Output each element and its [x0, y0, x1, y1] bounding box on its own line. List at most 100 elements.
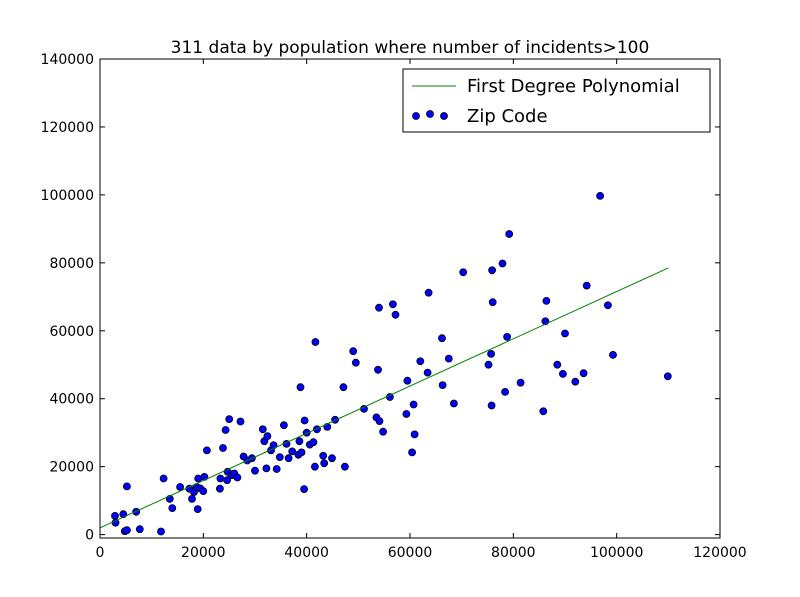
- data-point: [388, 300, 397, 309]
- data-point: [319, 451, 328, 460]
- x-tick-label: 60000: [388, 545, 433, 561]
- legend: First Degree Polynomial Zip Code: [402, 68, 711, 133]
- data-point: [311, 338, 320, 346]
- y-tick-label: 0: [85, 528, 94, 544]
- data-point: [233, 473, 242, 482]
- x-tick-label: 0: [96, 545, 105, 561]
- data-point: [111, 512, 119, 520]
- data-point: [391, 310, 400, 319]
- data-point: [157, 527, 165, 536]
- data-point: [320, 459, 329, 468]
- data-point: [188, 494, 196, 503]
- data-point: [423, 368, 432, 377]
- data-point: [123, 526, 131, 535]
- data-point: [223, 476, 232, 485]
- data-point: [542, 296, 551, 305]
- data-point: [444, 354, 453, 363]
- data-point: [410, 430, 419, 439]
- y-axis: 0 20000 40000 60000 80000 100000 120000 140000: [41, 52, 720, 544]
- data-point: [484, 360, 493, 369]
- x-tick-label: 120000: [693, 545, 746, 561]
- legend-marker: [412, 112, 420, 120]
- data-point: [251, 466, 259, 475]
- data-point: [123, 482, 131, 491]
- data-point: [219, 444, 227, 452]
- data-point: [193, 505, 202, 514]
- x-tick-label: 80000: [491, 545, 536, 561]
- data-point: [340, 462, 349, 471]
- plot-area: [99, 191, 672, 536]
- data-point: [225, 415, 234, 424]
- data-point: [498, 259, 507, 268]
- data-point: [582, 281, 591, 290]
- data-point: [284, 454, 293, 463]
- data-point: [609, 350, 617, 359]
- data-point: [258, 425, 267, 434]
- data-point: [279, 421, 288, 430]
- data-point: [438, 381, 447, 390]
- data-point: [300, 485, 309, 494]
- data-point: [487, 401, 496, 410]
- y-tick-label: 20000: [49, 460, 94, 476]
- data-point: [449, 399, 458, 408]
- data-point: [561, 329, 569, 338]
- data-point: [579, 369, 588, 378]
- data-point: [310, 462, 319, 471]
- data-point: [236, 417, 245, 426]
- data-point: [159, 474, 168, 483]
- data-point: [339, 383, 348, 392]
- data-point: [328, 454, 336, 463]
- data-point: [501, 387, 510, 396]
- data-point: [505, 230, 514, 238]
- data-point: [135, 525, 144, 534]
- data-point: [424, 288, 433, 297]
- data-point: [288, 447, 297, 456]
- data-point: [487, 349, 496, 358]
- data-point: [379, 427, 388, 436]
- y-tick-label: 100000: [41, 188, 94, 204]
- data-point: [349, 347, 358, 356]
- y-tick-label: 120000: [41, 120, 94, 136]
- regression-line: [99, 267, 669, 529]
- data-point: [596, 191, 604, 200]
- data-point: [351, 358, 360, 367]
- data-point: [375, 417, 384, 426]
- data-point: [459, 268, 468, 277]
- x-tick-label: 20000: [181, 545, 226, 561]
- data-point: [539, 407, 548, 416]
- data-point: [663, 372, 672, 381]
- x-tick-label: 100000: [590, 545, 643, 561]
- data-point: [374, 365, 382, 374]
- chart-title: 311 data by population where number of i…: [171, 38, 650, 58]
- x-axis: 0 20000 40000 60000 80000 100000 120000: [96, 59, 747, 561]
- data-point: [296, 383, 305, 392]
- data-point: [402, 410, 411, 418]
- data-point: [263, 432, 272, 441]
- data-point: [275, 453, 284, 462]
- x-tick-label: 40000: [284, 545, 329, 561]
- data-point: [216, 474, 225, 483]
- data-point: [221, 426, 230, 434]
- data-point: [403, 376, 412, 385]
- data-point: [176, 483, 185, 491]
- data-point: [488, 266, 497, 275]
- legend-label-scatter: Zip Code: [467, 106, 548, 127]
- data-point: [408, 448, 417, 457]
- legend-box: [402, 68, 711, 133]
- data-point: [262, 464, 271, 473]
- data-point: [168, 504, 177, 513]
- data-point: [571, 377, 580, 386]
- data-point: [199, 487, 208, 496]
- y-tick-label: 140000: [41, 52, 94, 68]
- y-tick-label: 80000: [49, 256, 94, 272]
- data-point: [416, 357, 425, 366]
- data-point: [309, 438, 318, 447]
- data-point: [438, 334, 446, 343]
- legend-marker: [440, 112, 448, 120]
- data-point: [604, 301, 612, 310]
- data-point: [488, 298, 497, 307]
- data-point: [559, 369, 567, 378]
- data-point: [300, 416, 309, 425]
- y-tick-label: 60000: [49, 324, 94, 340]
